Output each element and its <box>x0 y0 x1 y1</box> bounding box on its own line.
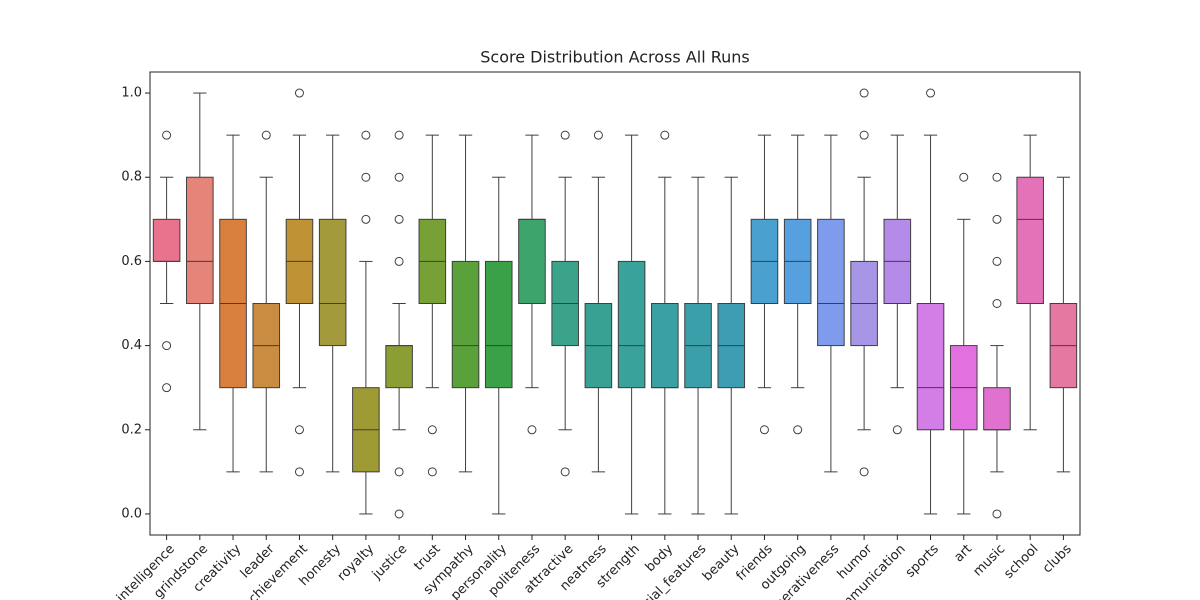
y-tick-label: 1.0 <box>121 86 142 101</box>
outlier <box>992 172 1002 182</box>
x-tick-label: art <box>951 542 975 566</box>
x-tick-label: clubs <box>1040 542 1075 577</box>
outlier <box>793 425 803 435</box>
outlier <box>361 130 371 140</box>
box <box>617 260 646 389</box>
box <box>916 303 945 431</box>
outlier <box>527 425 537 435</box>
outlier <box>859 88 869 98</box>
y-tick-label: 0.6 <box>121 254 142 269</box>
box <box>152 218 181 262</box>
outlier <box>394 172 404 182</box>
outlier <box>560 130 570 140</box>
x-tick-label: sports <box>903 542 942 581</box>
box <box>817 218 845 347</box>
x-tick-label: justice <box>369 542 410 583</box>
box <box>186 176 214 305</box>
x-tick-label: music <box>970 542 1008 580</box>
outlier <box>427 467 437 477</box>
outlier <box>162 383 172 393</box>
box <box>451 260 480 389</box>
outlier <box>660 130 670 140</box>
outlier <box>394 256 404 266</box>
chart-title: Score Distribution Across All Runs <box>480 48 750 67</box>
outlier <box>593 130 603 140</box>
box <box>651 303 679 389</box>
box <box>385 345 413 389</box>
y-tick-label: 0.2 <box>121 422 142 437</box>
x-tick-label: beauty <box>700 541 743 584</box>
outlier <box>162 341 172 351</box>
box <box>983 387 1011 431</box>
outlier <box>959 172 969 182</box>
outlier <box>162 130 172 140</box>
outlier <box>992 299 1002 308</box>
box <box>318 218 347 347</box>
plot-frame <box>149 71 1081 536</box>
outlier <box>361 172 371 182</box>
box <box>484 260 513 389</box>
outlier <box>992 256 1002 266</box>
y-tick-label: 0.8 <box>121 170 142 185</box>
outlier <box>294 425 304 435</box>
outlier <box>759 425 769 435</box>
outlier <box>294 467 304 477</box>
outlier <box>560 467 570 477</box>
y-tick-label: 0.4 <box>121 338 142 353</box>
outlier <box>892 425 902 435</box>
outlier <box>361 214 371 224</box>
outlier <box>992 509 1002 519</box>
outlier <box>926 88 936 98</box>
outlier <box>859 130 869 140</box>
outlier <box>394 509 404 519</box>
box <box>518 218 546 304</box>
y-tick-label: 0.0 <box>121 506 142 521</box>
outlier <box>859 467 869 477</box>
x-tick-label: school <box>1001 542 1041 582</box>
outlier <box>394 214 404 224</box>
outlier <box>992 214 1002 224</box>
outlier <box>394 130 404 140</box>
x-tick-label: royalty <box>335 541 378 584</box>
outlier <box>427 425 437 435</box>
outlier <box>394 467 404 477</box>
outlier <box>294 88 304 98</box>
box <box>1016 176 1044 305</box>
outlier <box>261 130 271 140</box>
